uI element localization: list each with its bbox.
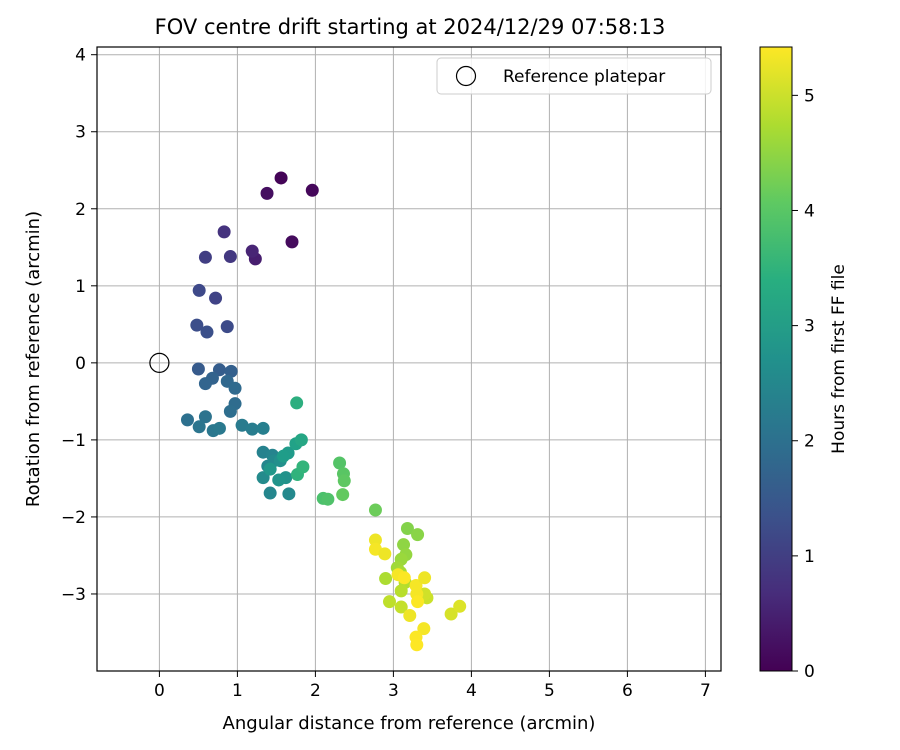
- data-point: [285, 235, 299, 249]
- data-point: [272, 473, 286, 487]
- data-point: [223, 250, 237, 264]
- data-point: [411, 595, 425, 609]
- y-tick-label: −3: [61, 585, 86, 605]
- colorbar-tick-label: 5: [804, 86, 815, 106]
- reference-marker-layer: [149, 352, 170, 373]
- data-point: [180, 413, 194, 427]
- legend-box: [436, 57, 712, 95]
- data-point: [190, 318, 204, 332]
- data-point: [453, 599, 467, 613]
- data-point: [198, 410, 212, 424]
- data-point: [217, 225, 231, 239]
- data-point: [410, 638, 424, 652]
- x-tick-label: 1: [232, 681, 243, 701]
- data-point: [403, 609, 417, 623]
- data-point: [256, 421, 270, 435]
- x-tick-label: 2: [310, 681, 321, 701]
- x-tick-label: 0: [154, 681, 165, 701]
- data-point: [383, 595, 396, 609]
- data-point: [263, 486, 277, 500]
- colorbar: [759, 46, 793, 672]
- legend-marker-icon: [455, 65, 477, 87]
- legend: Reference platepar: [436, 57, 712, 95]
- colorbar-tick-label: 0: [804, 662, 815, 682]
- data-point: [260, 186, 274, 200]
- data-point: [192, 283, 206, 297]
- data-point: [274, 171, 288, 185]
- data-point: [282, 487, 296, 501]
- data-point: [198, 377, 212, 391]
- data-point: [276, 449, 290, 463]
- x-tick-label: 4: [466, 681, 477, 701]
- data-point: [191, 362, 205, 376]
- legend-entry-label: Reference platepar: [503, 67, 665, 87]
- colorbar-tick-label: 2: [804, 432, 815, 452]
- data-point: [379, 572, 393, 586]
- data-point: [224, 364, 238, 378]
- colorbar-tick-label: 3: [804, 317, 815, 337]
- data-point: [333, 456, 347, 470]
- data-point: [294, 433, 308, 447]
- x-axis-ticks: 0 1 2 3 4 5 6 7: [154, 671, 711, 701]
- data-point: [397, 571, 411, 585]
- y-axis-ticks: −3 −2 −1 0 1 2 3 4: [61, 46, 97, 605]
- data-point: [305, 183, 319, 197]
- colorbar-ticks: 0 1 2 3 4 5: [792, 86, 815, 682]
- y-axis-label: Rotation from reference (arcmin): [23, 211, 44, 507]
- data-point: [397, 538, 411, 552]
- y-tick-label: 3: [75, 123, 86, 143]
- colorbar-tick-label: 1: [804, 547, 815, 567]
- data-point: [394, 584, 408, 598]
- data-point: [296, 460, 310, 474]
- data-point: [192, 420, 206, 434]
- y-tick-label: 0: [75, 354, 86, 374]
- data-point: [245, 422, 259, 436]
- data-point: [245, 244, 259, 258]
- data-point: [411, 528, 425, 542]
- chart-title: FOV centre drift starting at 2024/12/29 …: [155, 15, 666, 39]
- y-tick-label: −1: [61, 431, 86, 451]
- grid-lines: [97, 47, 721, 671]
- data-point: [228, 381, 242, 395]
- data-point: [336, 488, 350, 502]
- y-tick-label: 4: [75, 46, 86, 66]
- x-tick-label: 6: [622, 681, 633, 701]
- y-tick-label: 2: [75, 200, 86, 220]
- x-tick-label: 7: [700, 681, 711, 701]
- data-point: [378, 547, 392, 561]
- data-point: [337, 474, 351, 488]
- data-point: [212, 421, 226, 435]
- data-points: [180, 171, 467, 652]
- x-tick-label: 3: [388, 681, 399, 701]
- plot-frame: [96, 46, 722, 672]
- data-point: [263, 462, 277, 476]
- data-point: [444, 607, 458, 621]
- data-point: [223, 404, 237, 418]
- data-point: [290, 396, 304, 410]
- data-point: [200, 325, 214, 339]
- data-point: [417, 622, 431, 636]
- data-point: [394, 600, 408, 614]
- data-point: [400, 521, 414, 535]
- data-point: [209, 291, 223, 305]
- data-point: [368, 533, 382, 547]
- data-point: [321, 492, 335, 506]
- y-tick-label: −2: [61, 508, 86, 528]
- data-point: [235, 418, 249, 432]
- x-tick-label: 5: [544, 681, 555, 701]
- colorbar-tick-label: 4: [804, 201, 815, 221]
- x-axis-label: Angular distance from reference (arcmin): [223, 713, 596, 734]
- y-tick-label: 1: [75, 277, 86, 297]
- data-point: [220, 320, 234, 334]
- reference-platepar-marker: [149, 352, 170, 373]
- data-point: [198, 250, 212, 264]
- colorbar-label: Hours from first FF file: [829, 264, 849, 454]
- data-point: [418, 571, 432, 585]
- data-point: [368, 503, 382, 517]
